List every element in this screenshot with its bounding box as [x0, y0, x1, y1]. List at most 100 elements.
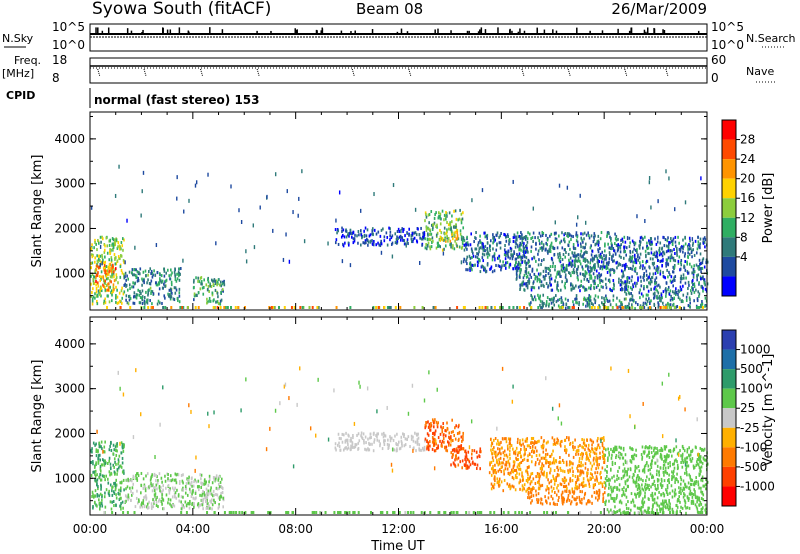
- data-cell: [544, 455, 547, 459]
- data-cell: [91, 447, 93, 451]
- data-cell: [203, 482, 205, 486]
- data-cell: [335, 448, 337, 452]
- data-cell: [450, 451, 453, 455]
- data-cell: [551, 497, 554, 501]
- data-cell: [608, 253, 611, 257]
- data-cell: [154, 494, 156, 498]
- data-cell: [576, 476, 579, 480]
- data-cell: [516, 267, 518, 271]
- data-cell: [123, 488, 125, 492]
- data-cell: [546, 452, 549, 456]
- data-cell: [483, 231, 485, 235]
- data-cell: [546, 459, 548, 463]
- data-cell: [586, 474, 588, 478]
- nave-dip: [256, 68, 260, 77]
- data-cell: [553, 246, 556, 250]
- data-cell: [631, 267, 633, 271]
- data-cell: [506, 455, 509, 459]
- data-cell: [441, 444, 443, 448]
- data-cell: [173, 492, 176, 496]
- data-cell: [602, 285, 604, 289]
- data-cell: [579, 253, 582, 257]
- data-cell: [205, 506, 208, 510]
- data-cell: [577, 253, 579, 257]
- data-cell: [517, 467, 520, 471]
- data-cell: [580, 284, 582, 288]
- data-cell: [488, 246, 491, 250]
- data-cell: [529, 445, 532, 449]
- data-cell: [691, 278, 694, 282]
- data-cell: [639, 288, 641, 292]
- data-cell: [444, 244, 447, 248]
- data-cell: [570, 283, 573, 287]
- data-cell: [153, 472, 156, 476]
- data-cell: [517, 437, 519, 441]
- data-cell: [644, 266, 646, 270]
- data-cell: [570, 288, 573, 292]
- data-cell: [657, 291, 660, 295]
- data-cell: [671, 242, 674, 246]
- data-cell: [534, 277, 537, 281]
- data-cell: [499, 246, 502, 250]
- data-cell: [425, 213, 427, 217]
- data-cell: [110, 269, 113, 273]
- data-cell: [561, 299, 563, 303]
- data-cell: [539, 501, 542, 505]
- data-cell: [515, 235, 517, 239]
- data-cell: [584, 466, 587, 470]
- data-cell: [196, 294, 198, 298]
- data-cell: [663, 236, 665, 240]
- data-cell: [103, 264, 106, 268]
- data-cell: [700, 277, 702, 281]
- data-cell: [237, 306, 240, 309]
- data-cell: [168, 288, 171, 292]
- data-cell: [667, 256, 670, 260]
- data-cell: [195, 293, 197, 297]
- data-cell: [131, 486, 134, 490]
- data-cell: [99, 254, 102, 258]
- data-cell: [437, 446, 439, 450]
- data-cell: [672, 270, 675, 274]
- data-cell: [412, 447, 415, 451]
- data-cell: [139, 290, 141, 294]
- data-cell: [113, 491, 116, 495]
- data-cell: [693, 299, 695, 303]
- data-cell: [446, 236, 448, 240]
- data-cell: [576, 268, 578, 272]
- data-cell: [639, 275, 642, 279]
- data-cell: [494, 470, 497, 474]
- data-cell: [130, 493, 133, 497]
- data-cell: [468, 254, 471, 258]
- data-cell: [207, 493, 210, 497]
- data-cell: [549, 468, 552, 472]
- data-cell: [143, 483, 146, 487]
- data-cell: [530, 436, 533, 440]
- data-cell: [161, 480, 163, 484]
- data-cell: [470, 263, 472, 267]
- data-cell: [633, 243, 636, 247]
- data-cell: [187, 481, 190, 485]
- data-cell: [667, 503, 669, 507]
- data-cell: [171, 503, 174, 507]
- data-cell: [396, 229, 399, 233]
- data-cell: [576, 487, 578, 491]
- data-cell: [412, 237, 415, 241]
- data-cell: [214, 501, 216, 505]
- data-cell: [655, 267, 658, 271]
- data-cell: [673, 247, 675, 251]
- data-cell: [106, 288, 108, 292]
- data-cell: [90, 282, 92, 286]
- data-cell: [506, 233, 509, 237]
- data-cell: [689, 301, 691, 305]
- data-cell: [536, 449, 538, 453]
- data-cell: [179, 267, 182, 271]
- data-cell: [614, 232, 616, 236]
- data-cell: [153, 489, 156, 493]
- data-cell: [690, 247, 692, 251]
- data-cell: [690, 450, 692, 454]
- data-cell: [667, 466, 670, 470]
- data-cell: [367, 437, 369, 441]
- data-cell: [190, 480, 193, 484]
- data-cell: [626, 479, 628, 483]
- data-cell: [417, 227, 419, 231]
